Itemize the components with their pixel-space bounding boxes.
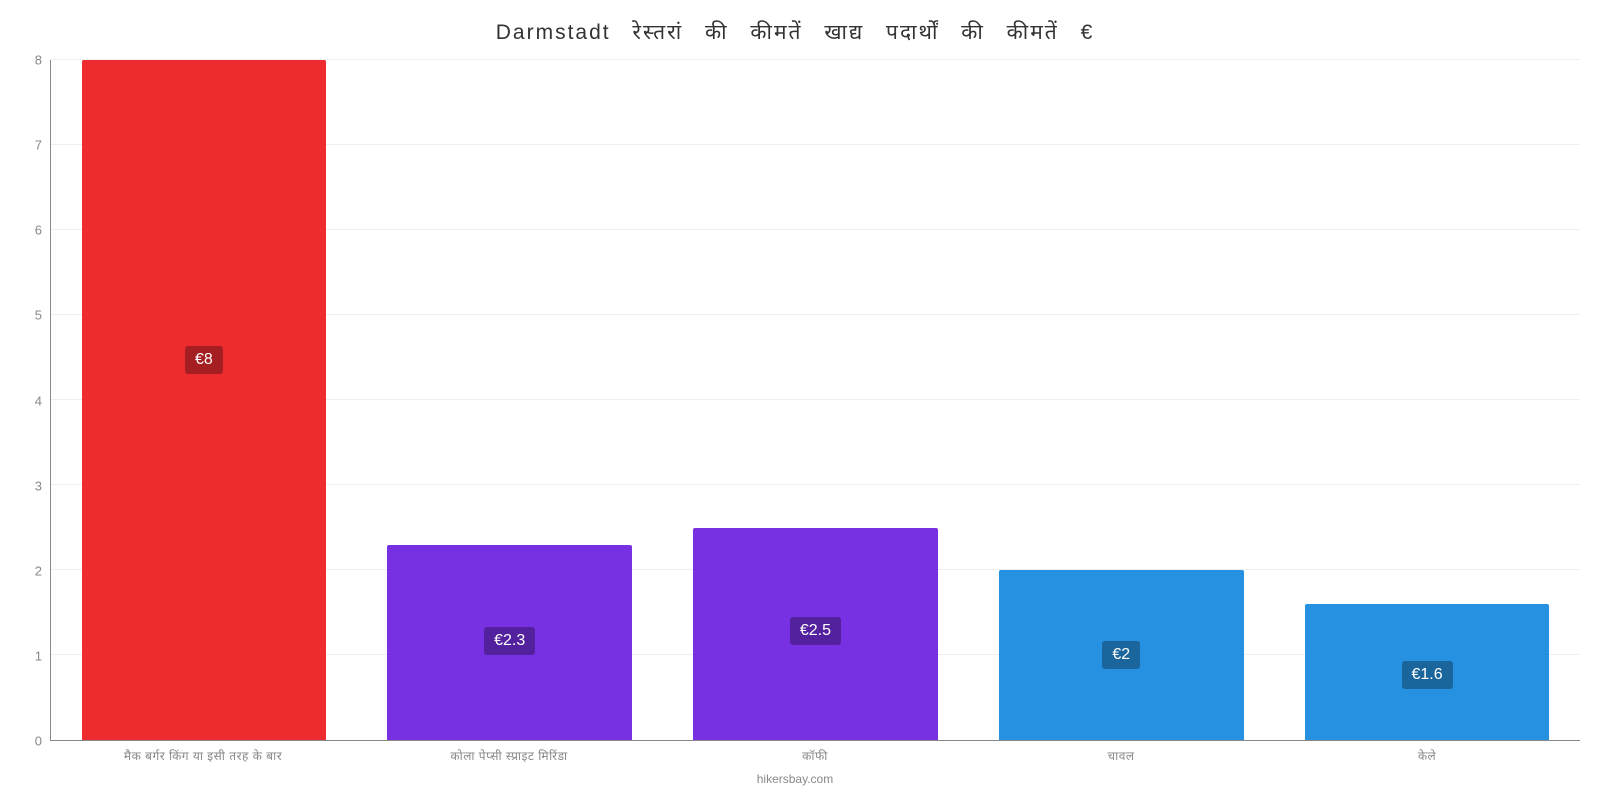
bar-slot: €1.6 [1274, 60, 1580, 740]
x-label: चावल [968, 741, 1274, 764]
bar-slot: €2.3 [357, 60, 663, 740]
value-badge: €2.5 [790, 617, 841, 645]
value-badge: €1.6 [1402, 661, 1453, 689]
footer-text: hikersbay.com [10, 764, 1580, 790]
bar: €2.5 [693, 528, 938, 741]
chart-title: Darmstadt रेस्तरां की कीमतें खाद्य पदार्… [10, 18, 1580, 46]
bar-slot: €2 [968, 60, 1274, 740]
bar: €8 [82, 60, 327, 740]
value-badge: €2 [1102, 641, 1140, 669]
x-axis: मैक बर्गर किंग या इसी तरह के बारकोला पेप… [50, 741, 1580, 764]
value-badge: €2.3 [484, 627, 535, 655]
plot-area: 012345678 €8€2.3€2.5€2€1.6 [10, 60, 1580, 741]
x-label: कोला पेप्सी स्प्राइट मिरिंडा [356, 741, 662, 764]
y-tick: 7 [35, 138, 42, 153]
x-label: केले [1274, 741, 1580, 764]
bar: €2.3 [387, 545, 632, 741]
bar-slot: €8 [51, 60, 357, 740]
x-label: मैक बर्गर किंग या इसी तरह के बार [50, 741, 356, 764]
y-tick: 0 [35, 734, 42, 749]
y-tick: 6 [35, 223, 42, 238]
bars-row: €8 €2.3 €2.5 €2 €1.6 [51, 60, 1580, 740]
bar: €2 [999, 570, 1244, 740]
y-tick: 8 [35, 53, 42, 68]
y-tick: 2 [35, 563, 42, 578]
grid-and-bars: €8 €2.3 €2.5 €2 €1.6 [50, 60, 1580, 741]
y-tick: 4 [35, 393, 42, 408]
y-axis: 012345678 [10, 60, 50, 741]
y-tick: 5 [35, 308, 42, 323]
bar: €1.6 [1305, 604, 1550, 740]
value-badge: €8 [185, 346, 223, 374]
y-tick: 3 [35, 478, 42, 493]
x-label: कॉफी [662, 741, 968, 764]
bar-slot: €2.5 [663, 60, 969, 740]
y-tick: 1 [35, 648, 42, 663]
